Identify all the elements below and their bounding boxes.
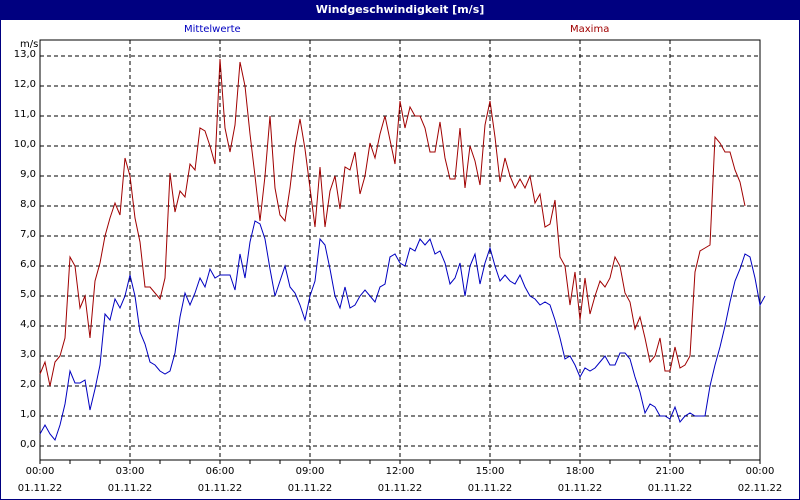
legend-mean: Mittelwerte — [184, 24, 241, 35]
y-tick-label: 9,0 — [20, 169, 36, 180]
x-tick-time: 06:00 — [205, 466, 235, 477]
x-tick-time: 00:00 — [25, 466, 55, 477]
y-tick-label: 6,0 — [20, 259, 36, 270]
y-tick-label: 2,0 — [20, 379, 36, 390]
series-line-mittelwerte — [39, 220, 766, 442]
chart-title: Windgeschwindigkeit [m/s] — [0, 0, 800, 20]
y-tick-label: 0,0 — [20, 439, 36, 450]
x-tick-time: 00:00 — [745, 466, 775, 477]
x-tick-date: 01.11.22 — [287, 483, 333, 494]
x-tick-time: 03:00 — [115, 466, 145, 477]
y-tick-label: 4,0 — [20, 319, 36, 330]
y-tick-label: 3,0 — [20, 349, 36, 360]
plot-border — [39, 39, 761, 461]
x-tick-time: 21:00 — [655, 466, 685, 477]
x-tick-time: 09:00 — [295, 466, 325, 477]
legend-max: Maxima — [570, 24, 610, 35]
x-tick-date: 01.11.22 — [647, 483, 693, 494]
x-tick-time: 12:00 — [385, 466, 415, 477]
x-tick-date: 01.11.22 — [557, 483, 603, 494]
x-tick-time: 18:00 — [565, 466, 595, 477]
y-tick-label: 1,0 — [20, 409, 36, 420]
x-tick-date: 02.11.22 — [737, 483, 783, 494]
y-tick-label: 11,0 — [13, 109, 36, 120]
x-tick-date: 01.11.22 — [197, 483, 243, 494]
y-tick-label: 10,0 — [13, 139, 36, 150]
series-line-maxima — [39, 58, 746, 387]
x-tick-date: 01.11.22 — [17, 483, 63, 494]
x-tick-date: 01.11.22 — [377, 483, 423, 494]
x-tick-time: 15:00 — [475, 466, 505, 477]
x-tick-date: 01.11.22 — [467, 483, 513, 494]
y-tick-label: 5,0 — [20, 289, 36, 300]
x-tick-date: 01.11.22 — [107, 483, 153, 494]
y-tick-label: 8,0 — [20, 199, 36, 210]
y-tick-label: 7,0 — [20, 229, 36, 240]
y-tick-label: 13,0 — [13, 49, 36, 60]
y-axis-unit: m/s — [20, 39, 39, 50]
y-tick-label: 12,0 — [13, 79, 36, 90]
